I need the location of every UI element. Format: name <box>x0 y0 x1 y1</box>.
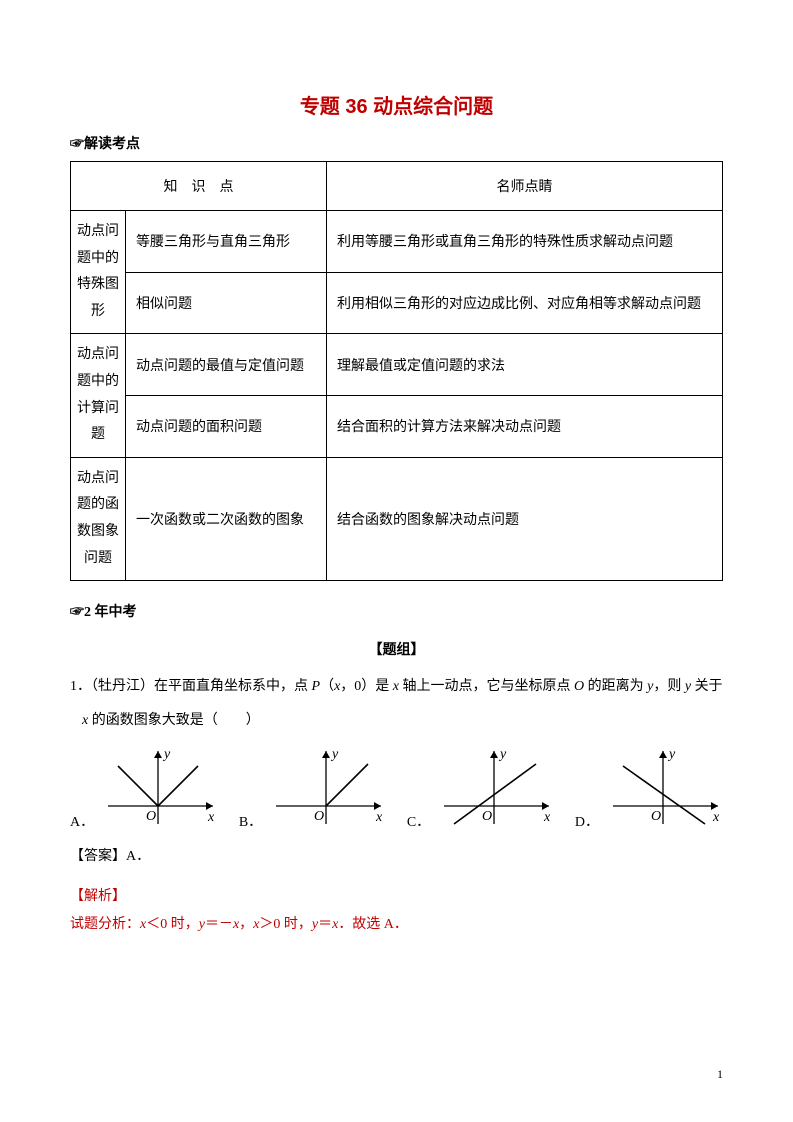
table-row: 动点问 题中的 特殊图 形 等腰三角形与直角三角形 利用等腰三角形或直角三角形的… <box>71 211 723 273</box>
cell-knowledge: 相似问题 <box>126 272 327 334</box>
text: ＜0 时， <box>146 917 199 932</box>
option-c: C． x y O <box>407 741 554 831</box>
group-label: 动点问 题中的 特殊图 形 <box>71 211 126 334</box>
option-label: C． <box>407 811 430 831</box>
option-b: B． x y O <box>239 741 386 831</box>
option-label: D． <box>575 811 599 831</box>
graph-c: x y O <box>434 741 554 831</box>
cell-comment: 理解最值或定值问题的求法 <box>327 334 723 396</box>
page-number: 1 <box>717 1067 723 1082</box>
var-o: O <box>574 679 584 694</box>
svg-text:O: O <box>314 809 324 824</box>
svg-text:y: y <box>667 747 676 762</box>
option-label: B． <box>239 811 262 831</box>
svg-text:x: x <box>712 810 720 825</box>
table-row: 动点问 题的函 数图象 问题 一次函数或二次函数的图象 结合函数的图象解决动点问… <box>71 457 723 580</box>
cell-knowledge: 一次函数或二次函数的图象 <box>126 457 327 580</box>
text: ＞0 时， <box>259 917 312 932</box>
section-heading-1: ☞解读考点 <box>70 133 723 153</box>
var-p: P <box>312 679 321 694</box>
cell-comment: 结合面积的计算方法来解决动点问题 <box>327 396 723 458</box>
svg-text:x: x <box>207 810 215 825</box>
text: ．故选 A． <box>338 917 408 932</box>
option-a: A． x y O <box>70 741 218 831</box>
table-header-row: 知 识 点 名师点睛 <box>71 162 723 211</box>
answer-options: A． x y O B． x y O C． x y O D． x y O <box>70 741 723 831</box>
table-row: 相似问题 利用相似三角形的对应边成比例、对应角相等求解动点问题 <box>71 272 723 334</box>
cell-knowledge: 动点问题的最值与定值问题 <box>126 334 327 396</box>
question-1-line2: x 的函数图象大致是（ ） <box>70 707 723 735</box>
option-label: A． <box>70 811 94 831</box>
cell-knowledge: 动点问题的面积问题 <box>126 396 327 458</box>
q1-text: 轴上一动点，它与坐标原点 <box>399 679 574 694</box>
svg-text:O: O <box>146 809 156 824</box>
answer-label: 【答案】A． <box>70 843 723 871</box>
option-d: D． x y O <box>575 741 723 831</box>
question-1: 1．（牡丹江）在平面直角坐标系中，点 P（x，0）是 x 轴上一动点，它与坐标原… <box>70 673 723 701</box>
svg-text:y: y <box>498 747 507 762</box>
table-row: 动点问题的面积问题 结合面积的计算方法来解决动点问题 <box>71 396 723 458</box>
cell-knowledge: 等腰三角形与直角三角形 <box>126 211 327 273</box>
q1-text: ，则 <box>653 679 685 694</box>
svg-text:O: O <box>651 809 661 824</box>
text: ＝ <box>318 917 332 932</box>
q1-text: （ <box>320 679 334 694</box>
page-title: 专题 36 动点综合问题 <box>70 90 723 119</box>
header-comment: 名师点睛 <box>327 162 723 211</box>
cell-comment: 利用相似三角形的对应边成比例、对应角相等求解动点问题 <box>327 272 723 334</box>
section-heading-2: ☞2 年中考 <box>70 601 723 621</box>
graph-d: x y O <box>603 741 723 831</box>
header-knowledge: 知 识 点 <box>71 162 327 211</box>
cell-comment: 利用等腰三角形或直角三角形的特殊性质求解动点问题 <box>327 211 723 273</box>
text: ＝－ <box>205 917 233 932</box>
graph-b: x y O <box>266 741 386 831</box>
cell-comment: 结合函数的图象解决动点问题 <box>327 457 723 580</box>
analysis-label: 【解析】 <box>70 883 723 911</box>
table-row: 动点问 题中的 计算问 题 动点问题的最值与定值问题 理解最值或定值问题的求法 <box>71 334 723 396</box>
q1-text: 1．（牡丹江）在平面直角坐标系中，点 <box>70 679 312 694</box>
svg-text:x: x <box>543 810 551 825</box>
q1-text: 的距离为 <box>584 679 647 694</box>
page: 专题 36 动点综合问题 ☞解读考点 知 识 点 名师点睛 动点问 题中的 特殊… <box>0 0 793 1122</box>
q1-text: 的函数图象大致是（ ） <box>88 713 260 728</box>
svg-text:y: y <box>330 747 339 762</box>
graph-a: x y O <box>98 741 218 831</box>
analysis-text: 试题分析：x＜0 时，y＝－x，x＞0 时，y＝x．故选 A． <box>70 911 723 939</box>
svg-text:x: x <box>375 810 383 825</box>
group-label: 动点问 题的函 数图象 问题 <box>71 457 126 580</box>
group-title: 【题组】 <box>70 639 723 659</box>
svg-text:O: O <box>482 809 492 824</box>
knowledge-table: 知 识 点 名师点睛 动点问 题中的 特殊图 形 等腰三角形与直角三角形 利用等… <box>70 161 723 581</box>
q1-text: ，0）是 <box>340 679 393 694</box>
svg-text:y: y <box>162 747 171 762</box>
text: 试题分析： <box>70 917 140 932</box>
group-label: 动点问 题中的 计算问 题 <box>71 334 126 457</box>
text: ， <box>239 917 253 932</box>
q1-text: 关于 <box>691 679 723 694</box>
